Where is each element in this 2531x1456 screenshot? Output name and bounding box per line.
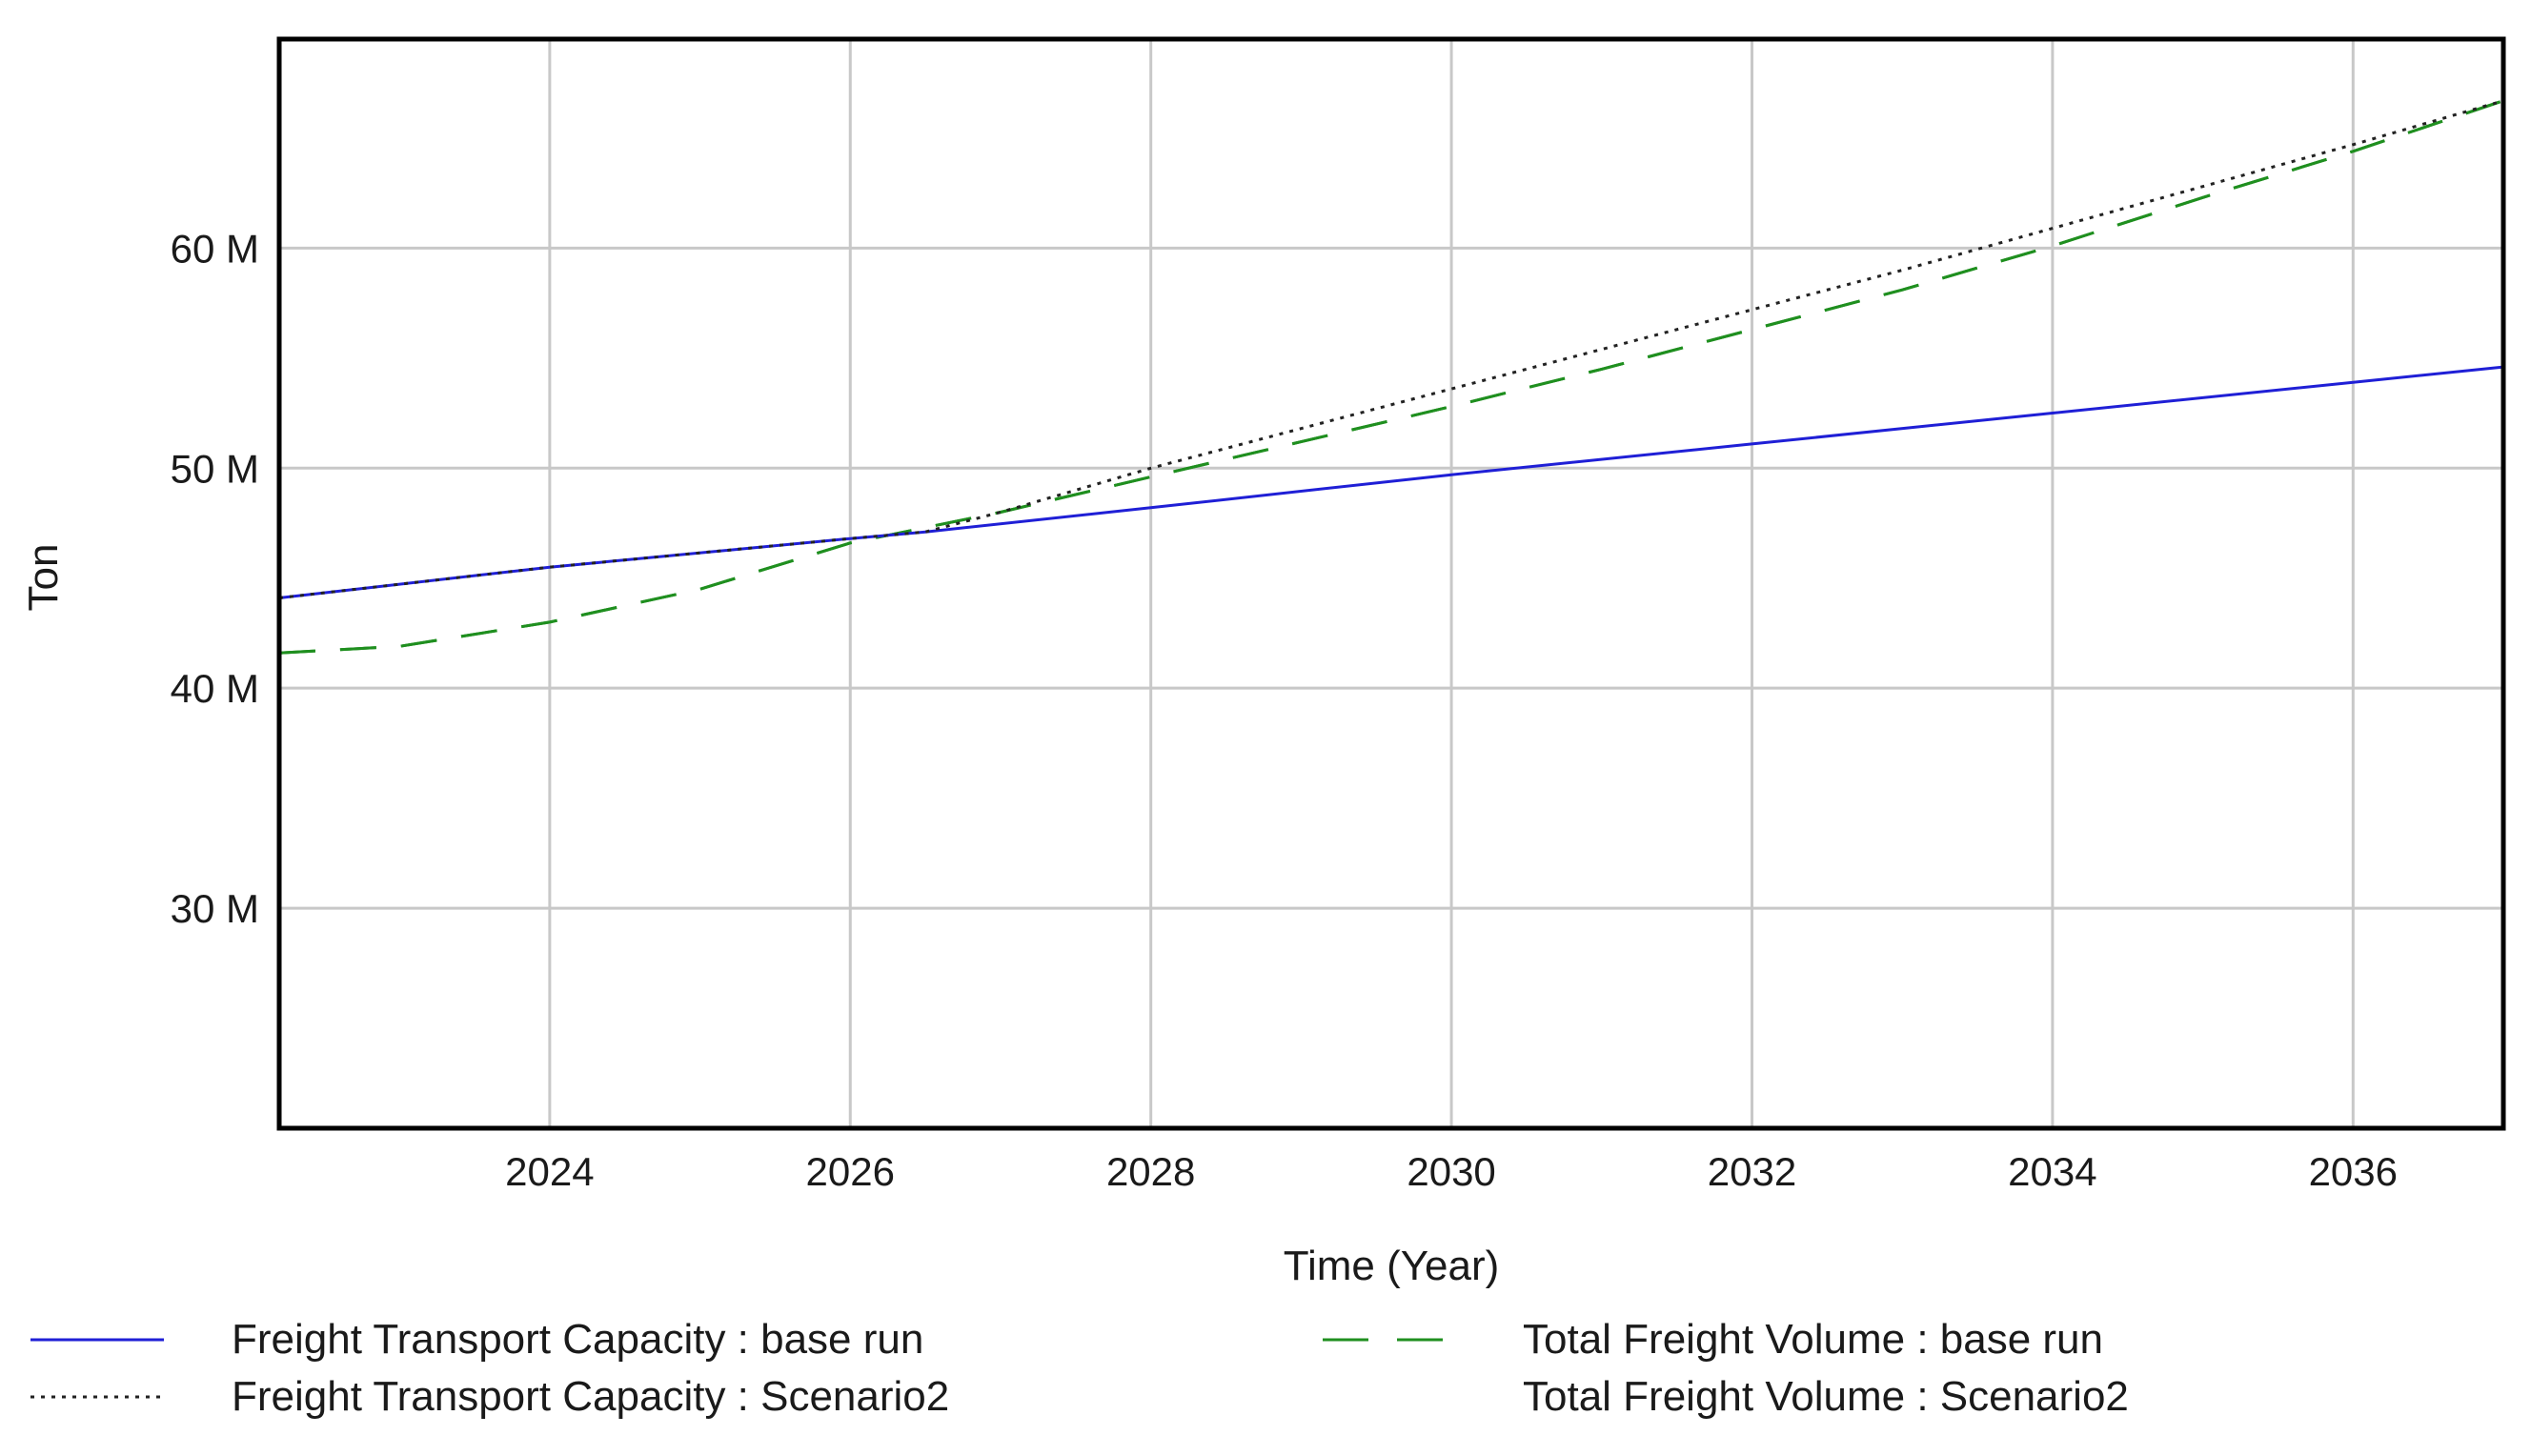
x-tick-label: 2024 [505, 1149, 594, 1194]
y-tick-label: 50 M [171, 446, 259, 491]
y-tick-label: 40 M [171, 666, 259, 711]
legend: Freight Transport Capacity : base run Fre… [30, 1316, 2129, 1420]
legend-label: Freight Transport Capacity : base run [232, 1316, 923, 1363]
series-line-1 [278, 365, 2504, 599]
y-tick-label: 30 M [171, 886, 259, 931]
series-layer [278, 99, 2504, 655]
plot-frame [276, 36, 2506, 1131]
legend-label: Freight Transport Capacity : Scenario2 [232, 1373, 949, 1420]
x-tick-label: 2028 [1106, 1149, 1195, 1194]
series-line-2 [278, 99, 2504, 599]
grid-layer [279, 39, 2503, 1128]
x-tick-label: 2034 [2008, 1149, 2096, 1194]
x-tick-label: 2026 [806, 1149, 895, 1194]
x-axis-title: Time (Year) [1284, 1243, 1500, 1289]
y-tick-label: 60 M [171, 226, 259, 271]
series-line-3 [278, 99, 2504, 655]
legend-label: Total Freight Volume : base run [1523, 1316, 2103, 1363]
series-line-4 [278, 99, 2504, 655]
x-tick-label: 2036 [2309, 1149, 2398, 1194]
y-axis-title: Ton [20, 544, 67, 612]
x-tick-label: 2032 [1708, 1149, 1796, 1194]
legend-label: Total Freight Volume : Scenario2 [1523, 1373, 2129, 1420]
tick-label-layer: 2024 2026 2028 2030 2032 2034 2036 30 M 40 M 50 M… [171, 226, 2398, 1194]
x-tick-label: 2030 [1407, 1149, 1495, 1194]
